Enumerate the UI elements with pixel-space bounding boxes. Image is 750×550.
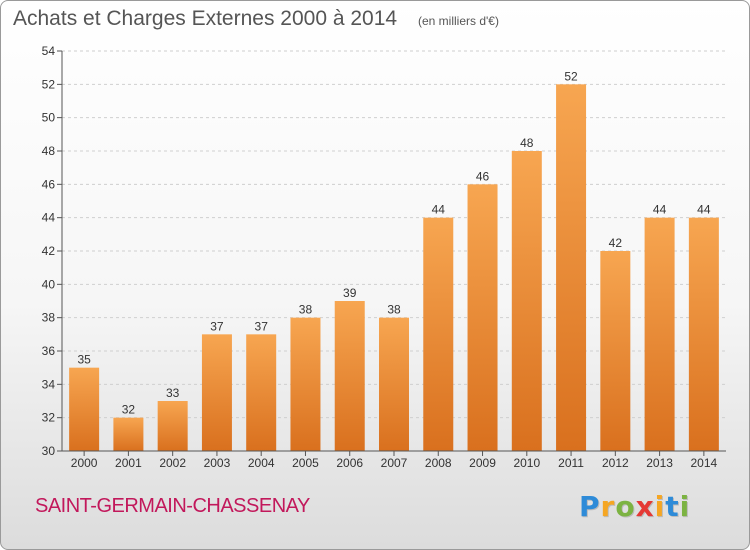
- y-tick-label: 30: [42, 444, 56, 458]
- bars: 35 32 33 37 37 38 39 38 44 46 48 52 42 44 44: [69, 69, 719, 452]
- value-label: 33: [166, 386, 180, 400]
- value-label: 52: [564, 69, 578, 83]
- y-tick-label: 48: [42, 144, 56, 158]
- x-tick-label: 2013: [646, 456, 673, 470]
- bar-2006: [334, 301, 365, 451]
- logo-letter: P: [579, 490, 601, 523]
- logo-letter: i: [679, 490, 691, 523]
- bar-2014: [688, 217, 719, 451]
- x-tick-label: 2003: [204, 456, 231, 470]
- bar-2005: [290, 317, 321, 451]
- x-tick-label: 2002: [159, 456, 186, 470]
- logo-letter: i: [654, 490, 666, 523]
- bar-2012: [600, 251, 631, 451]
- x-tick-label: 2008: [425, 456, 452, 470]
- x-tick-label: 2012: [602, 456, 629, 470]
- value-label: 32: [122, 403, 136, 417]
- value-label: 44: [697, 203, 711, 217]
- x-tick-label: 2011: [558, 456, 584, 470]
- logo-letter: r: [600, 490, 616, 523]
- y-tick-label: 34: [42, 377, 56, 391]
- chart-title: Achats et Charges Externes 2000 à 2014: [13, 7, 398, 30]
- y-tick-label: 54: [42, 44, 56, 58]
- bar-2009: [467, 184, 498, 452]
- x-tick-label: 2007: [381, 456, 408, 470]
- axes: 30 32 34 36 38 40 42 44 46 48 50 52 54 2000 2001 2002 20…: [42, 44, 726, 470]
- bar-2003: [201, 334, 232, 451]
- y-tick-label: 40: [42, 277, 56, 291]
- proxiti-logo[interactable]: Proxiti: [579, 490, 690, 523]
- commune-name: SAINT-GERMAIN-CHASSENAY: [35, 495, 310, 517]
- chart-subtitle: (en milliers d'€): [418, 14, 499, 28]
- x-tick-label: 2000: [71, 456, 98, 470]
- x-tick-label: 2004: [248, 456, 275, 470]
- bar-2002: [157, 401, 188, 451]
- value-label: 38: [299, 303, 313, 317]
- bar-2004: [246, 334, 277, 451]
- value-label: 46: [476, 169, 490, 183]
- logo-letter: t: [665, 490, 680, 523]
- y-tick-label: 44: [42, 211, 56, 225]
- value-label: 42: [609, 236, 623, 250]
- y-tick-label: 36: [42, 344, 56, 358]
- logo-letter: o: [615, 490, 636, 523]
- y-tick-label: 42: [42, 244, 56, 258]
- y-tick-label: 32: [42, 411, 56, 425]
- bar-2010: [511, 151, 542, 451]
- x-tick-label: 2005: [292, 456, 319, 470]
- y-tick-label: 52: [42, 77, 56, 91]
- value-label: 37: [210, 319, 224, 333]
- y-tick-label: 50: [42, 111, 56, 125]
- bar-2000: [69, 367, 100, 451]
- x-tick-label: 2006: [336, 456, 363, 470]
- x-tick-label: 2010: [513, 456, 540, 470]
- y-tick-label: 38: [42, 311, 56, 325]
- bar-2013: [644, 217, 675, 451]
- bar-2008: [423, 217, 454, 451]
- x-tick-label: 2001: [115, 456, 142, 470]
- bar-2011: [556, 84, 587, 451]
- bar-2007: [379, 317, 409, 451]
- value-label: 38: [387, 303, 401, 317]
- value-label: 48: [520, 136, 534, 150]
- x-tick-label: 2009: [469, 456, 496, 470]
- value-label: 37: [255, 319, 269, 333]
- value-label: 35: [77, 353, 91, 367]
- logo-letter: x: [635, 490, 655, 523]
- x-tick-label: 2014: [691, 456, 718, 470]
- y-tick-label: 46: [42, 177, 56, 191]
- value-label: 44: [653, 203, 667, 217]
- value-label: 44: [432, 203, 446, 217]
- bar-2001: [113, 417, 144, 451]
- value-label: 39: [343, 286, 357, 300]
